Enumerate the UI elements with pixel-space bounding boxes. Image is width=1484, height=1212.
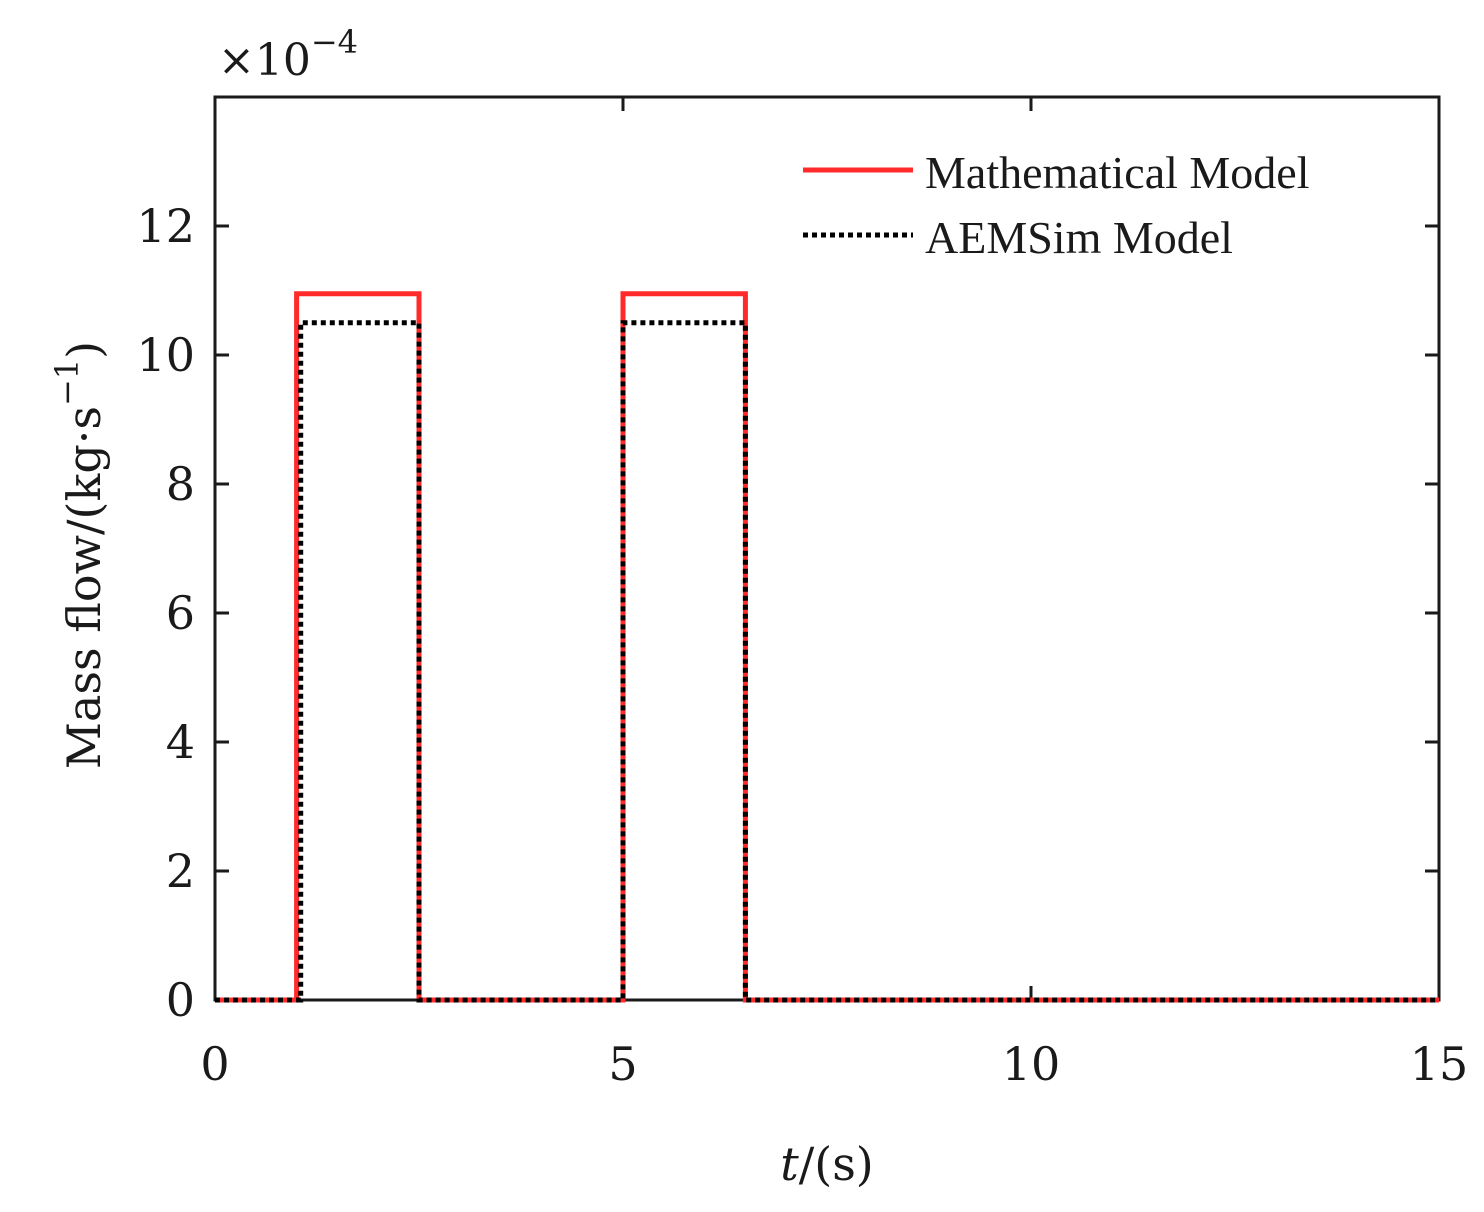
- y-axis-title-close: ): [57, 341, 111, 359]
- series-line-mathematical-model: [215, 291, 1439, 1003]
- x-axis-title-unit: /(s): [799, 1137, 874, 1191]
- legend-label-aemsim-model: AEMSim Model: [925, 212, 1233, 263]
- y-axis-title-main: Mass flow/(kg·s: [57, 406, 111, 769]
- x-tick-label: 0: [200, 1037, 229, 1091]
- legend: Mathematical Model AEMSim Model: [803, 147, 1310, 263]
- legend-label-mathematical-model: Mathematical Model: [925, 147, 1310, 198]
- y-exponent-base: ×10: [218, 35, 311, 86]
- y-tick-label: 6: [166, 586, 195, 640]
- y-tick-label: 12: [136, 199, 195, 253]
- y-tick-label: 8: [166, 457, 195, 511]
- series-line-aemsim-model: [215, 320, 1439, 1003]
- x-axis-title-var: t: [780, 1137, 799, 1191]
- x-axis-title: t/(s): [780, 1137, 874, 1191]
- series-layer: [215, 291, 1439, 1003]
- x-tick-label: 15: [1410, 1037, 1469, 1091]
- y-tick-label: 2: [166, 844, 195, 898]
- y-tick-label: 4: [166, 715, 195, 769]
- x-tick-label: 5: [608, 1037, 637, 1091]
- y-tick-label: 10: [136, 328, 195, 382]
- y-axis-title-sup: −1: [48, 359, 86, 406]
- y-exponent-power: −4: [311, 23, 358, 61]
- y-tick-label: 0: [166, 973, 195, 1027]
- axis-ticks: 0 5 10 15 0 2 4 6 8 10 12: [136, 97, 1468, 1091]
- y-axis-title: Mass flow/(kg·s−1): [48, 341, 111, 769]
- x-tick-label: 10: [1002, 1037, 1061, 1091]
- y-exponent-multiplier: ×10−4: [218, 23, 358, 86]
- plot-frame: [213, 95, 1441, 1002]
